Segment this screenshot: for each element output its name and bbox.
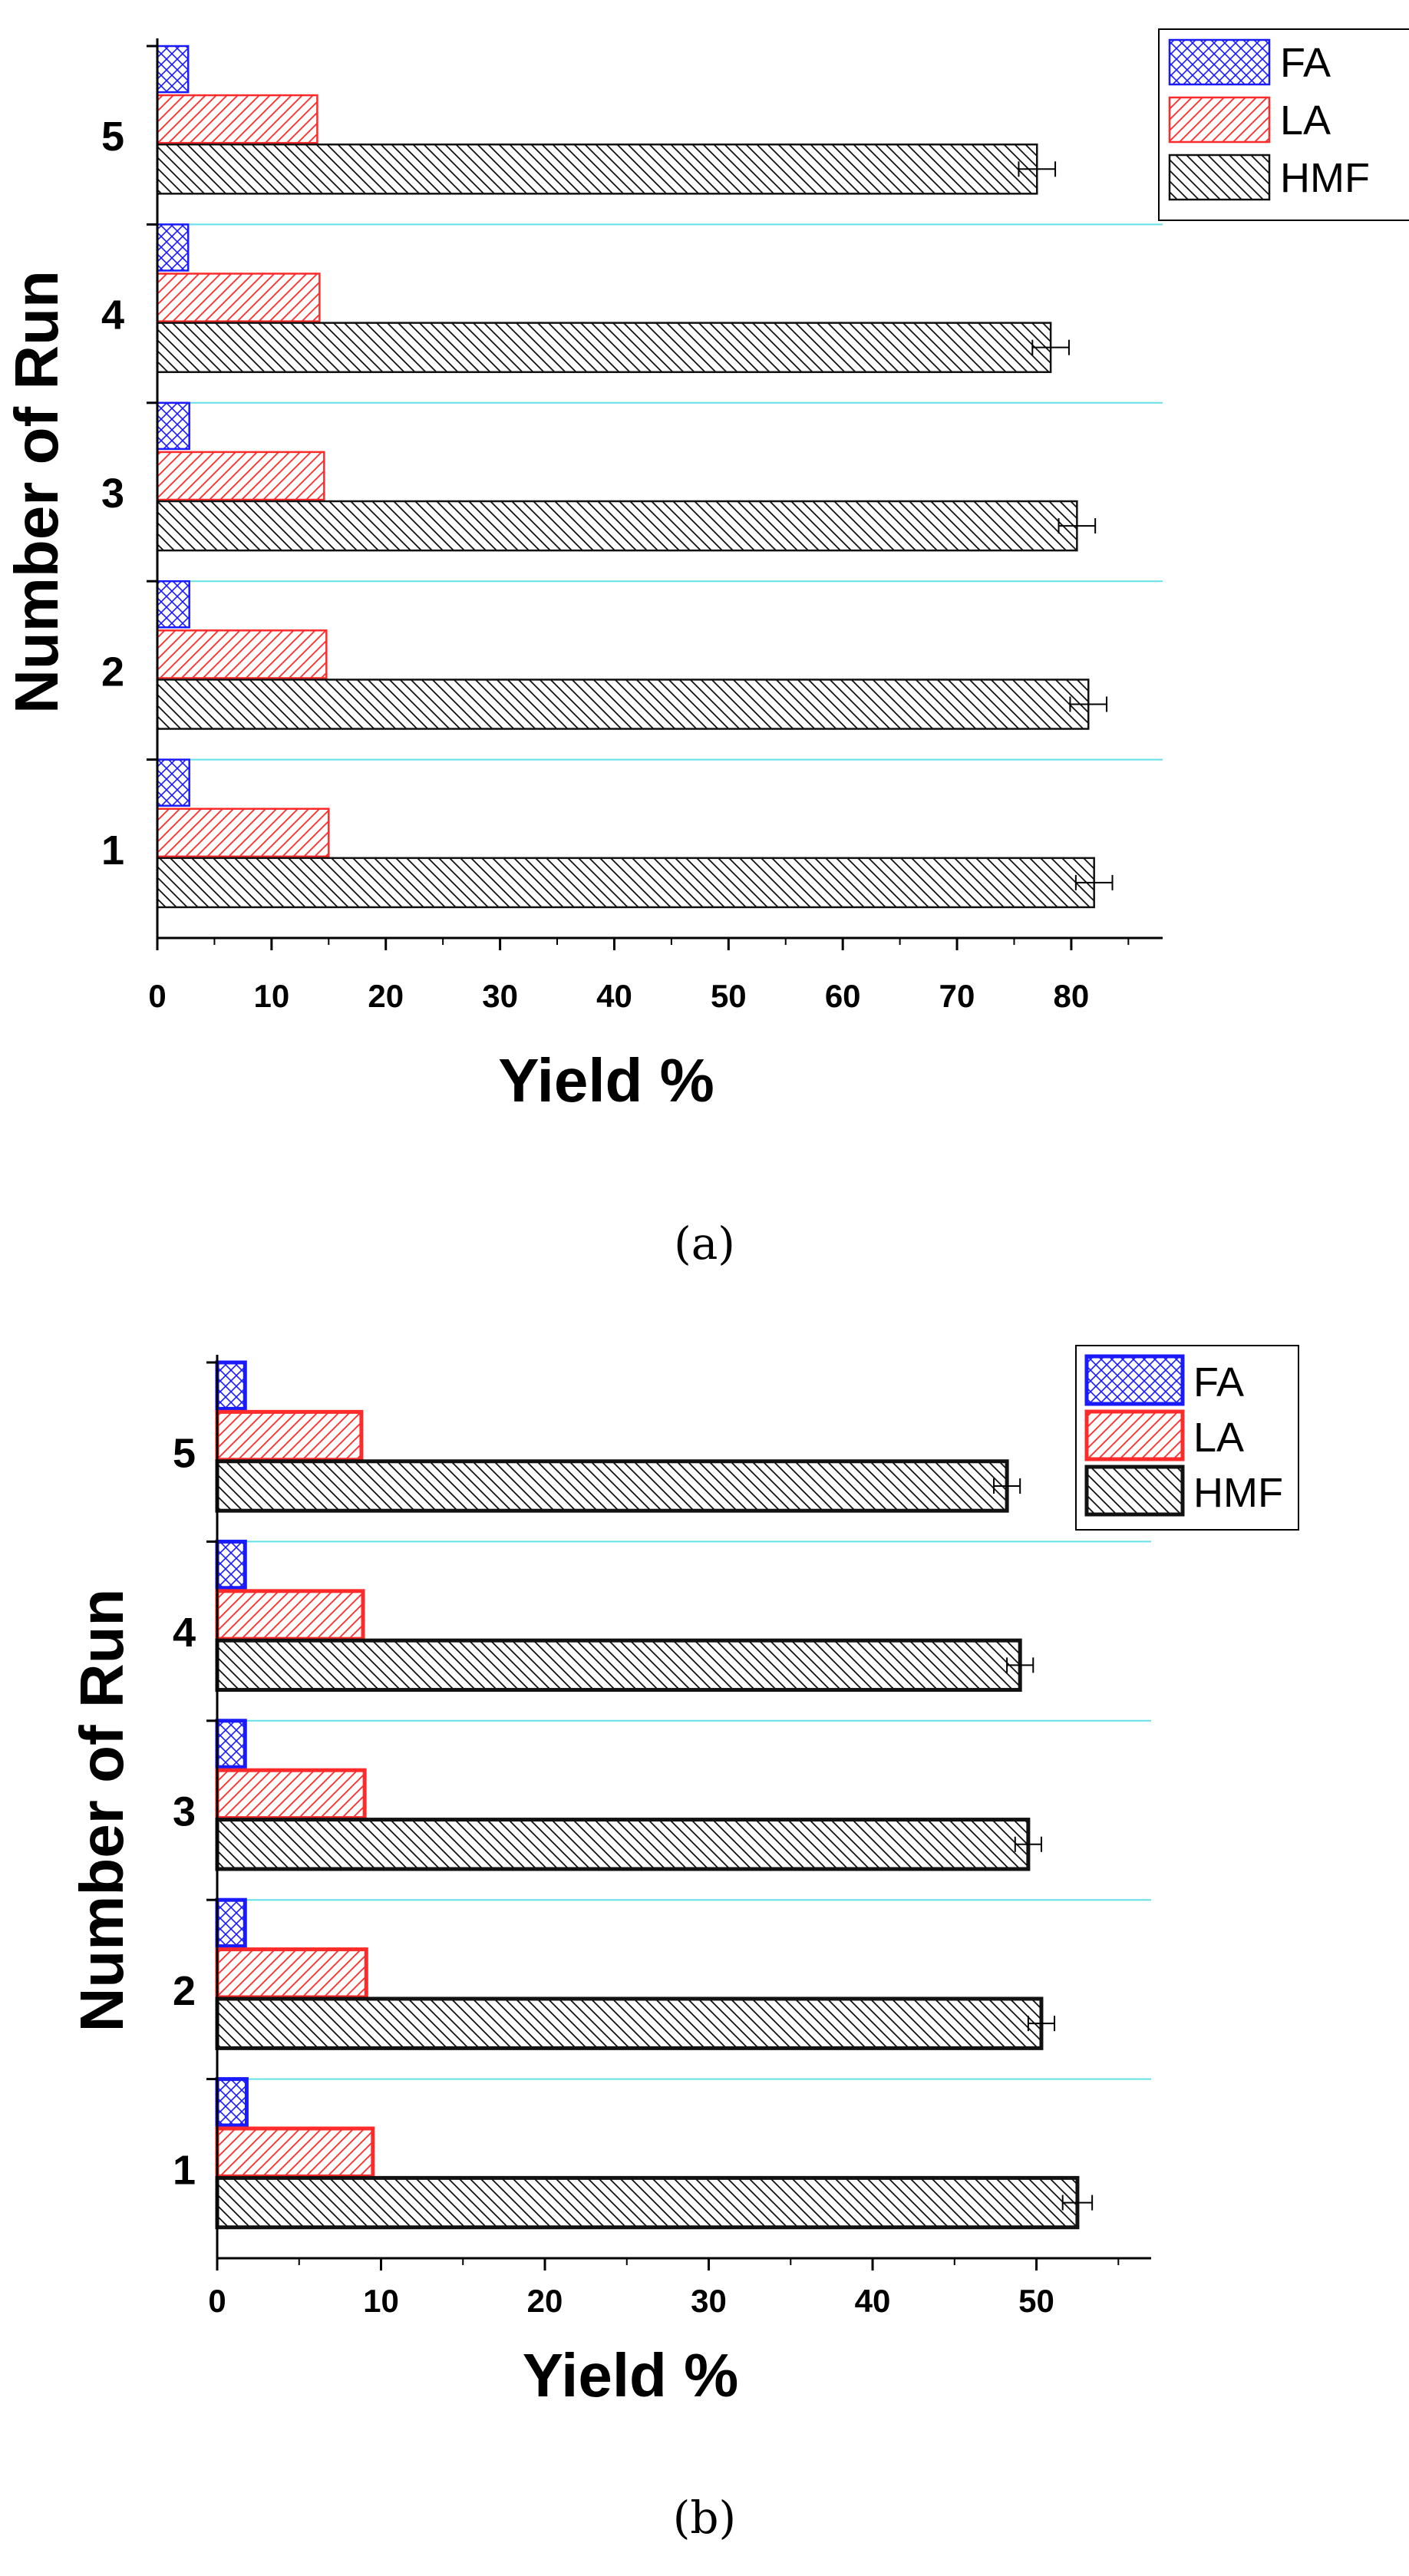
panel-caption: (a) [674,1217,735,1270]
error-bar-hmf-run-2 [1069,696,1108,712]
error-bar-hmf-run-4 [1031,339,1070,355]
legend: FA LA HMF [1158,28,1409,221]
y-axis-title: Number of Run [68,1589,136,2033]
bar-la-run-3 [156,451,325,501]
x-tick-label: 50 [711,978,747,1014]
error-bar-hmf-run-5 [1018,161,1057,177]
bar-hmf-run-3 [215,1818,1031,1871]
bar-fa-run-4 [156,223,190,272]
bar-la-run-4 [156,272,321,322]
legend-swatch-hmf [1084,1465,1185,1517]
bar-fa-run-3 [215,1719,247,1769]
x-tick-label: 70 [939,978,975,1014]
panel-caption: (b) [673,2492,736,2544]
x-tick-label: 80 [1054,978,1090,1014]
legend: FA LA HMF [1075,1345,1299,1531]
bar-hmf-run-2 [215,1996,1044,2050]
x-tick-label: 0 [148,978,166,1014]
bar-hmf-run-5 [215,1459,1009,1513]
x-tick-label: 0 [208,2283,226,2319]
legend-swatch-fa [1168,38,1271,86]
y-tick-label-run-1: 1 [173,2147,196,2193]
bar-hmf-run-2 [156,679,1090,730]
y-tick-label-run-2: 2 [101,649,124,695]
legend-swatch-la [1084,1409,1185,1461]
bar-hmf-run-4 [215,1638,1022,1693]
y-axis-title: Number of Run [2,270,71,714]
x-tick-label: 20 [527,2283,563,2319]
error-bar-hmf-run-3 [1014,1836,1042,1852]
x-tick-label: 40 [855,2283,891,2319]
y-tick-label-run-1: 1 [101,827,124,874]
error-bar-hmf-run-1 [1061,2195,1094,2211]
y-tick-label-run-3: 3 [101,471,124,517]
bar-fa-run-1 [215,2077,249,2128]
bar-la-run-2 [156,629,328,679]
bar-fa-run-5 [156,45,190,94]
error-bar-hmf-run-3 [1058,518,1097,534]
y-tick-label-run-5: 5 [101,114,124,160]
x-tick-label: 30 [691,2283,727,2319]
y-tick-label-run-4: 4 [101,292,124,339]
bar-la-run-5 [215,1409,364,1462]
legend-label-fa: FA [1193,1359,1244,1405]
legend-label-hmf: HMF [1280,155,1370,201]
error-bar-hmf-run-4 [1006,1657,1034,1673]
bar-fa-run-2 [156,580,190,629]
bar-fa-run-5 [215,1360,247,1411]
y-tick-label-run-3: 3 [173,1789,196,1835]
bar-fa-run-3 [156,401,190,451]
legend-label-hmf: HMF [1193,1470,1283,1516]
legend-swatch-hmf [1168,154,1271,201]
error-bar-hmf-run-2 [1027,2016,1056,2032]
y-tick-label-run-4: 4 [173,1610,196,1656]
legend-label-fa: FA [1280,40,1331,86]
legend-label-la: LA [1193,1415,1244,1461]
legend-swatch-fa [1084,1354,1185,1406]
x-axis-title: Yield % [498,1046,714,1115]
error-bar-hmf-run-5 [993,1478,1021,1494]
legend-swatch-la [1168,96,1271,144]
bar-la-run-5 [156,94,318,144]
x-tick-label: 60 [825,978,861,1014]
bar-hmf-run-4 [156,322,1052,373]
x-axis-title: Yield % [523,2341,739,2409]
x-tick-label: 20 [368,978,404,1014]
bar-fa-run-4 [215,1539,247,1590]
x-tick-label: 30 [482,978,518,1014]
x-tick-label: 10 [254,978,290,1014]
x-tick-label: 10 [363,2283,399,2319]
y-tick-label-run-5: 5 [173,1431,196,1477]
bar-fa-run-2 [215,1897,247,1949]
bar-fa-run-1 [156,758,190,807]
legend-label-la: LA [1280,97,1331,144]
bar-hmf-run-1 [215,2175,1080,2230]
bar-hmf-run-1 [156,857,1095,909]
bar-la-run-1 [156,807,330,858]
bar-la-run-1 [215,2126,375,2178]
bar-la-run-3 [215,1768,367,1821]
bar-la-run-2 [215,1947,368,2000]
bar-hmf-run-5 [156,143,1038,195]
bar-hmf-run-3 [156,500,1078,552]
error-bar-hmf-run-1 [1074,874,1114,890]
x-tick-label: 50 [1018,2283,1054,2319]
x-tick-label: 40 [596,978,632,1014]
y-tick-label-run-2: 2 [173,1968,196,2014]
bar-la-run-4 [215,1589,365,1641]
